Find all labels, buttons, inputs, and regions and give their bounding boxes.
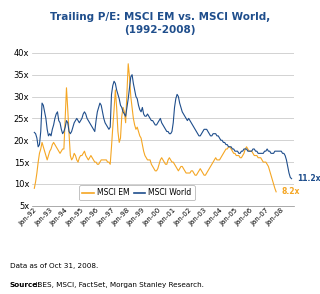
Text: Trailing P/E: MSCI EM vs. MSCI World,
(1992-2008): Trailing P/E: MSCI EM vs. MSCI World, (1… — [50, 12, 270, 35]
Legend: MSCI EM, MSCI World: MSCI EM, MSCI World — [79, 185, 195, 201]
Text: Source:: Source: — [10, 282, 41, 288]
Text: 11.2x: 11.2x — [297, 174, 320, 183]
Text: Data as of Oct 31, 2008.: Data as of Oct 31, 2008. — [10, 263, 98, 269]
Text: IBES, MSCI, FactSet, Morgan Stanley Research.: IBES, MSCI, FactSet, Morgan Stanley Rese… — [33, 282, 204, 288]
Text: 8.2x: 8.2x — [282, 187, 300, 196]
